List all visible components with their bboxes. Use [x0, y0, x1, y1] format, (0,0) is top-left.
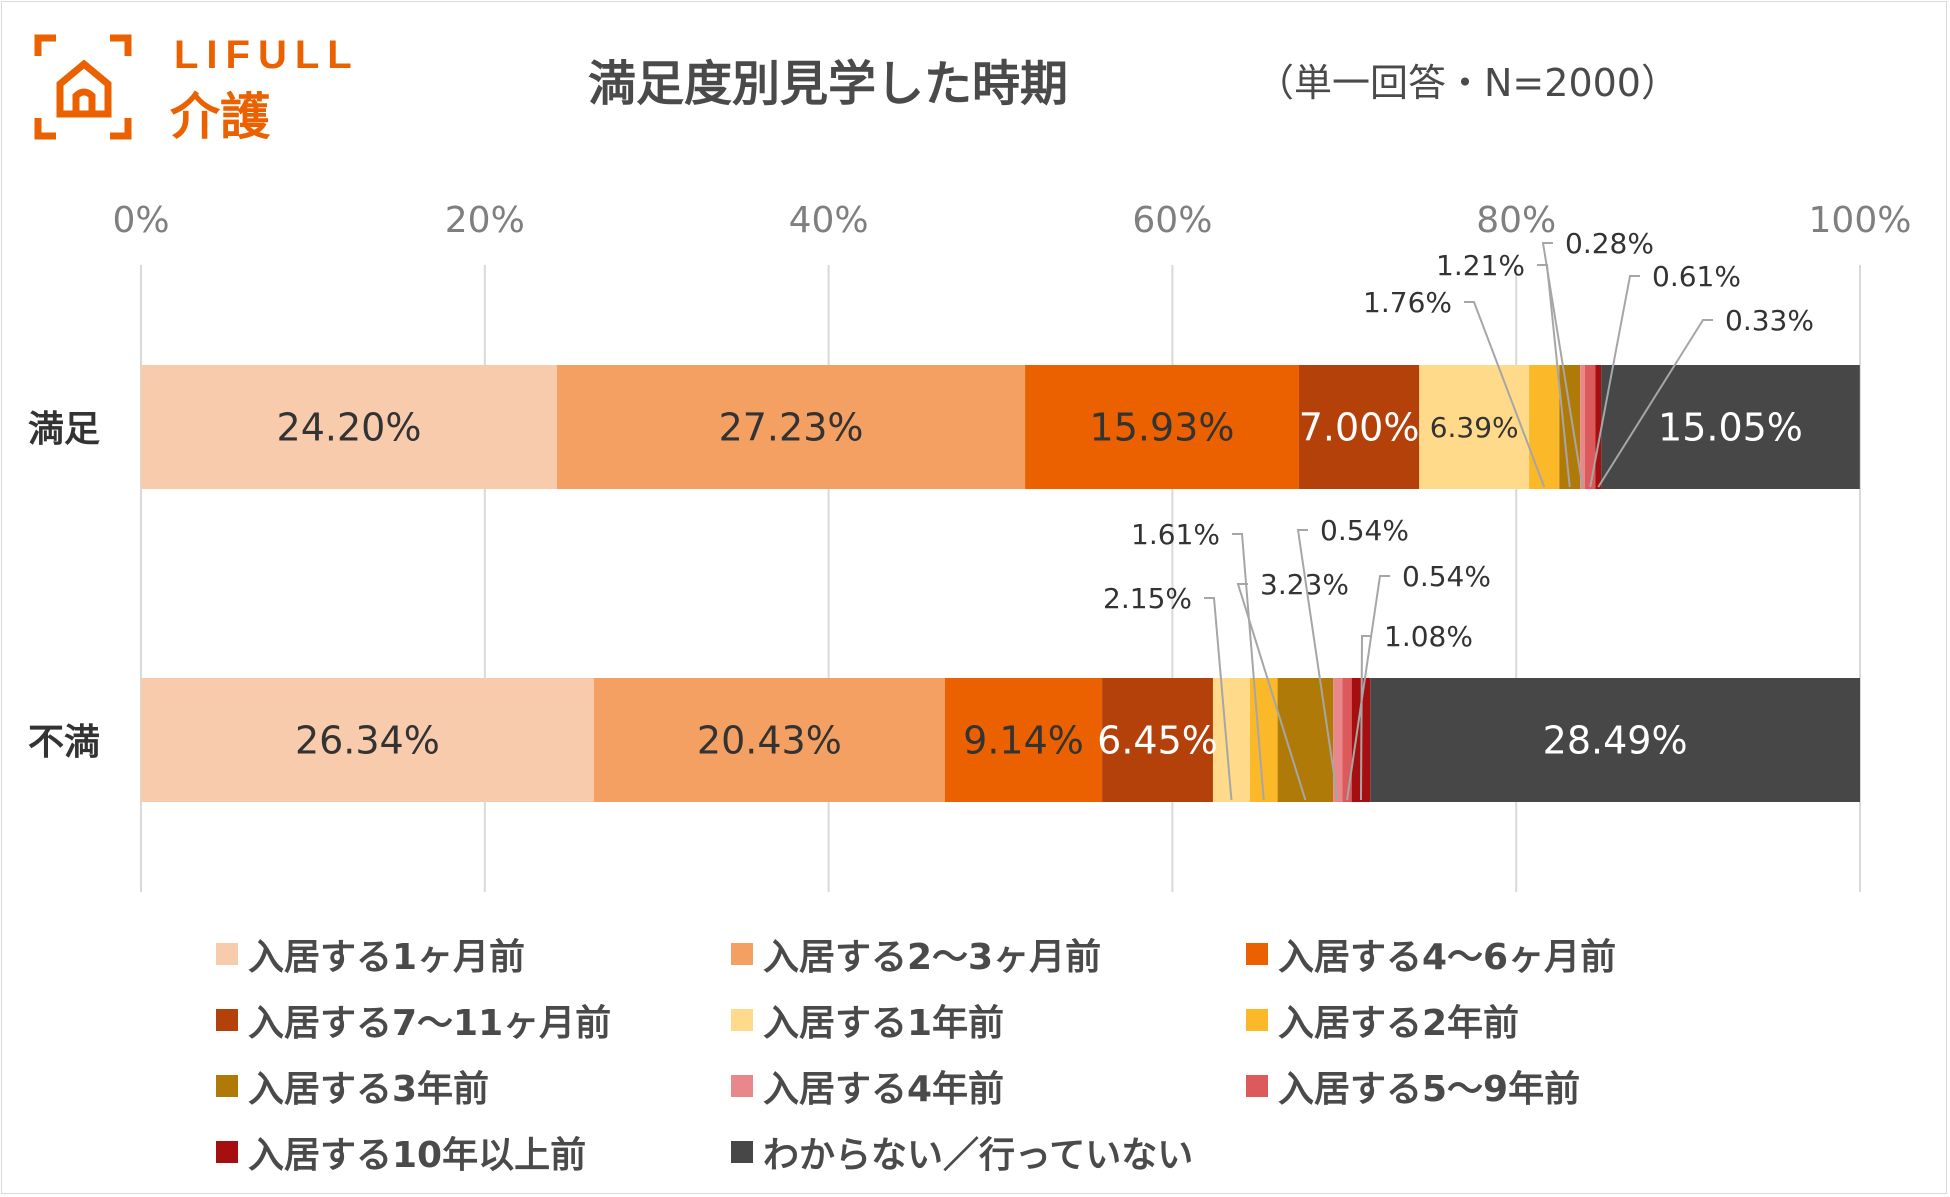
x-tick-label: 60% [1132, 200, 1212, 241]
leader-line [1597, 319, 1713, 488]
house-icon [34, 34, 132, 140]
bar-segment [1419, 365, 1530, 489]
bar-segment [1333, 678, 1343, 802]
data-label: 1.21% [1436, 249, 1525, 282]
x-tick-label: 100% [1809, 200, 1912, 241]
bar-segment [1580, 365, 1585, 489]
data-label: 27.23% [719, 406, 864, 450]
data-label: 1.61% [1131, 518, 1220, 551]
category-label: 不満 [28, 722, 100, 763]
data-label: 15.93% [1090, 406, 1235, 450]
x-tick-label: 40% [789, 200, 869, 241]
data-label: 1.76% [1363, 286, 1452, 319]
x-tick-label: 0% [112, 200, 169, 241]
data-label: 1.08% [1384, 620, 1473, 653]
chart-subtitle: （単一回答・N=2000） [1256, 61, 1679, 105]
bar-segment [1601, 365, 1860, 489]
data-label: 15.05% [1658, 406, 1803, 450]
data-label: 24.20% [277, 406, 422, 450]
bar-segment [593, 678, 945, 802]
data-label: 20.43% [697, 719, 842, 763]
bar-segment [1370, 678, 1860, 802]
leader-line [1541, 242, 1584, 488]
logo-brand-text: LIFULL [174, 34, 360, 77]
bar-segment [1559, 365, 1581, 489]
bar-segment [1529, 365, 1560, 489]
data-label: 0.61% [1652, 260, 1741, 293]
x-tick-label: 20% [445, 200, 525, 241]
bar-segment [1102, 678, 1213, 802]
data-label: 2.15% [1103, 582, 1192, 615]
lifull-kaigo-logo: LIFULL 介護 [34, 34, 360, 144]
bar-segment [1595, 365, 1602, 489]
leader-line [1464, 301, 1546, 488]
bar-segment [1342, 678, 1352, 802]
bar-segment [556, 365, 1026, 489]
data-label: 0.54% [1320, 514, 1409, 547]
data-label: 6.45% [1097, 719, 1218, 763]
data-label: 9.14% [963, 719, 1084, 763]
leader-line [1204, 597, 1233, 801]
leader-line [1232, 533, 1265, 801]
data-label: 0.28% [1565, 227, 1654, 260]
leader-line [1589, 275, 1640, 488]
data-label: 26.34% [295, 719, 440, 763]
leader-line [1359, 635, 1372, 801]
leader-line [1296, 529, 1339, 801]
data-label: 0.33% [1725, 304, 1814, 337]
data-label: 6.39% [1430, 411, 1519, 444]
leader-line [1346, 575, 1390, 801]
bar-segment [944, 678, 1103, 802]
bar-segment [1212, 678, 1250, 802]
data-label: 7.00% [1299, 406, 1420, 450]
bar-segment [1025, 365, 1299, 489]
bar-segment [1298, 365, 1420, 489]
data-label: 28.49% [1543, 719, 1688, 763]
data-label: 0.54% [1402, 560, 1491, 593]
logo-sub-text: 介護 [170, 88, 271, 144]
category-label: 満足 [28, 409, 100, 450]
chart-title: 満足度別見学した時期 [588, 56, 1069, 112]
bar-segment [1584, 365, 1596, 489]
x-tick-label: 80% [1476, 200, 1556, 241]
bar-segment [141, 365, 557, 489]
leader-line [1236, 583, 1307, 801]
bar-segment [141, 678, 594, 802]
